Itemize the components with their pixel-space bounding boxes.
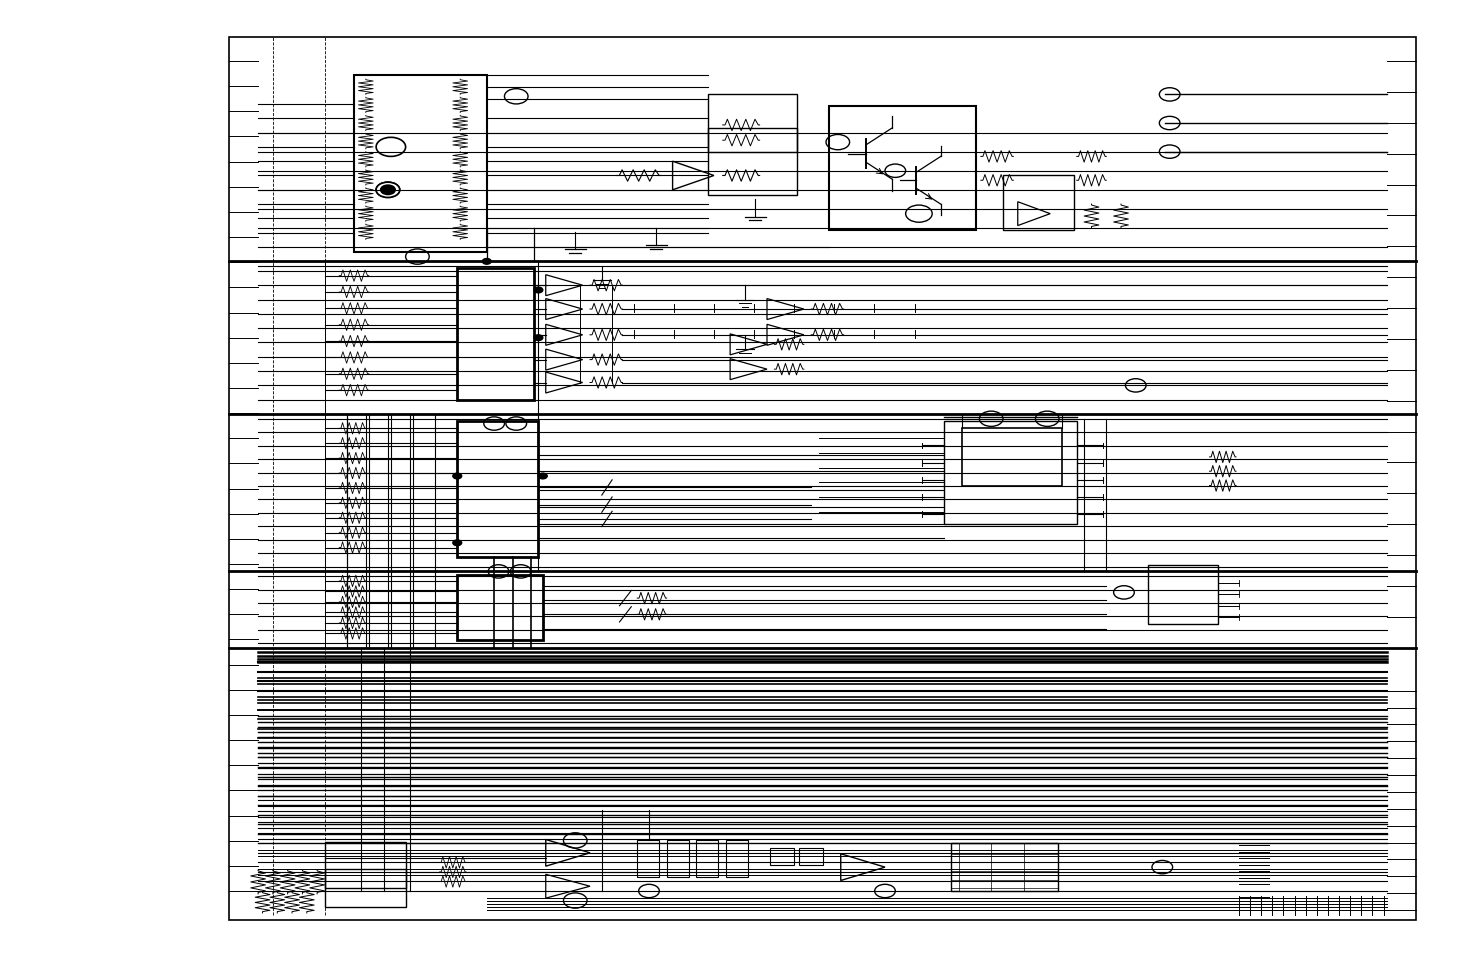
Bar <box>457 269 534 400</box>
Circle shape <box>381 186 395 195</box>
Circle shape <box>534 335 543 341</box>
Bar <box>829 107 976 231</box>
Circle shape <box>482 259 491 265</box>
Bar <box>457 576 543 640</box>
Bar <box>799 848 823 865</box>
Bar <box>1148 565 1218 624</box>
Bar <box>770 848 794 865</box>
Bar <box>667 841 689 877</box>
Bar <box>457 421 538 558</box>
Circle shape <box>453 540 462 546</box>
Bar <box>637 841 659 877</box>
Bar <box>726 841 748 877</box>
Circle shape <box>538 474 547 479</box>
Bar <box>324 869 406 907</box>
Bar <box>708 129 797 195</box>
Bar <box>354 76 487 253</box>
Bar <box>324 842 406 888</box>
Bar <box>1003 175 1074 231</box>
Bar <box>962 429 1062 486</box>
Bar <box>951 843 1058 891</box>
Bar <box>229 38 1416 920</box>
Circle shape <box>376 183 400 198</box>
Bar <box>696 841 718 877</box>
Circle shape <box>534 288 543 294</box>
Circle shape <box>453 474 462 479</box>
Bar <box>708 95 797 152</box>
Bar <box>944 421 1077 524</box>
